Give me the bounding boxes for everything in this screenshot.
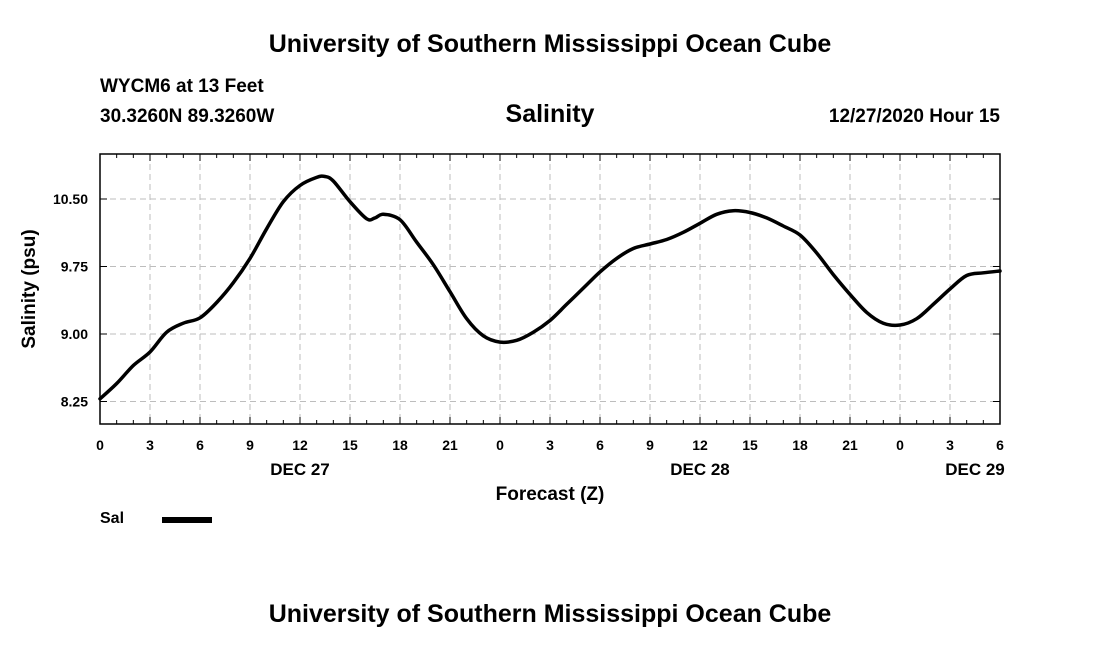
x-tick-label: 3 [946, 437, 954, 453]
legend-swatch [162, 517, 212, 523]
x-tick-label: 12 [292, 437, 308, 453]
x-axis-label: Forecast (Z) [496, 484, 605, 505]
y-tick-label: 9.75 [61, 259, 88, 275]
x-tick-label: 0 [496, 437, 504, 453]
legend-label: Sal [100, 510, 125, 527]
x-tick-label: 15 [342, 437, 358, 453]
x-tick-label: 12 [692, 437, 708, 453]
page-title: University of Southern Mississippi Ocean… [268, 30, 832, 58]
timestamp-label: 12/27/2020 Hour 15 [828, 106, 1000, 127]
x-tick-label: 9 [646, 437, 654, 453]
series-line-sal [98, 174, 1002, 401]
y-tick-label: 8.25 [61, 394, 88, 410]
date-label: DEC 29 [945, 460, 1005, 479]
x-tick-label: 9 [246, 437, 254, 453]
x-tick-label: 18 [792, 437, 808, 453]
x-tick-label: 3 [546, 437, 554, 453]
date-label: DEC 27 [270, 460, 330, 479]
x-tick-label: 21 [442, 437, 458, 453]
station-label: WYCM6 at 13 Feet [100, 76, 264, 97]
x-tick-label: 18 [392, 437, 408, 453]
x-tick-label: 21 [842, 437, 858, 453]
date-label: DEC 28 [670, 460, 730, 479]
footer-title: University of Southern Mississippi Ocean… [268, 600, 832, 628]
location-label: 30.3260N 89.3260W [100, 106, 275, 127]
x-tick-label: 6 [996, 437, 1004, 453]
y-tick-label: 9.00 [61, 326, 88, 342]
y-axis-label: Salinity (psu) [19, 229, 40, 348]
x-tick-label: 6 [196, 437, 204, 453]
x-tick-label: 0 [96, 437, 104, 453]
y-tick-label: 10.50 [53, 191, 88, 207]
x-tick-label: 3 [146, 437, 154, 453]
variable-title: Salinity [505, 100, 595, 128]
x-tick-label: 6 [596, 437, 604, 453]
x-tick-label: 15 [742, 437, 758, 453]
x-tick-label: 0 [896, 437, 904, 453]
